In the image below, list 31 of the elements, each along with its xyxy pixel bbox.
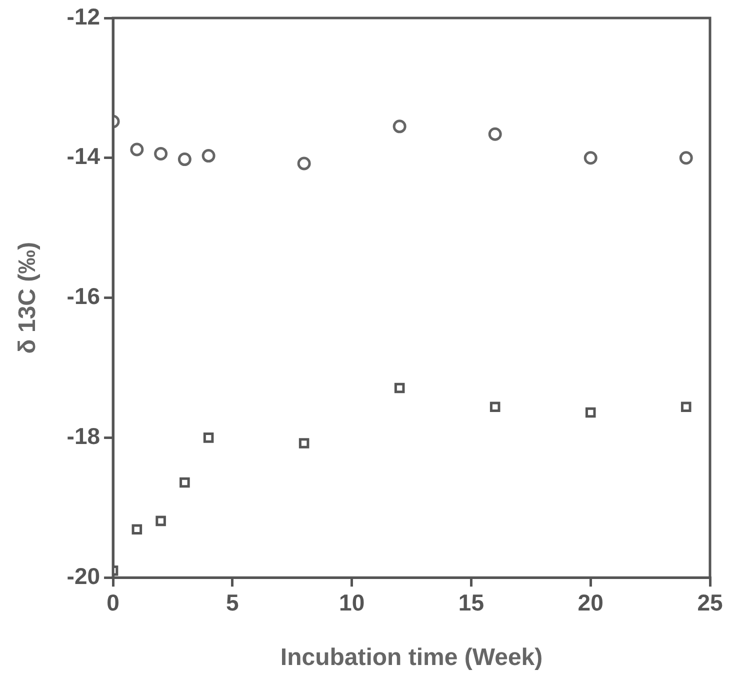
y-tick-label: -16 [66, 283, 100, 310]
point [132, 524, 142, 534]
y-tick-label: -12 [66, 3, 100, 30]
point [130, 142, 144, 156]
x-tick-label: 0 [106, 590, 120, 616]
point [178, 152, 192, 166]
y-tick-label: -18 [66, 423, 100, 450]
point [298, 438, 310, 448]
x-tick-label: 5 [226, 590, 240, 616]
point [584, 151, 598, 165]
y-axis-title: δ 13C (‰) [14, 242, 42, 354]
point [202, 149, 216, 163]
point [679, 151, 693, 165]
point [297, 156, 311, 170]
point [488, 127, 502, 141]
y-tick-label: -14 [66, 143, 100, 170]
x-tick-label: 20 [578, 590, 604, 616]
point [392, 120, 406, 134]
point [394, 382, 405, 394]
y-tick-label: -20 [66, 562, 100, 589]
x-tick-label: 10 [339, 590, 365, 616]
point [490, 402, 500, 412]
point [156, 516, 166, 526]
point [680, 402, 692, 412]
point [180, 477, 190, 488]
point [154, 146, 168, 160]
x-tick-label: 25 [697, 590, 723, 616]
point [585, 407, 596, 418]
x-axis-title: Incubation time (Week) [280, 644, 543, 672]
point [203, 432, 214, 443]
x-tick-label: 15 [458, 590, 484, 616]
